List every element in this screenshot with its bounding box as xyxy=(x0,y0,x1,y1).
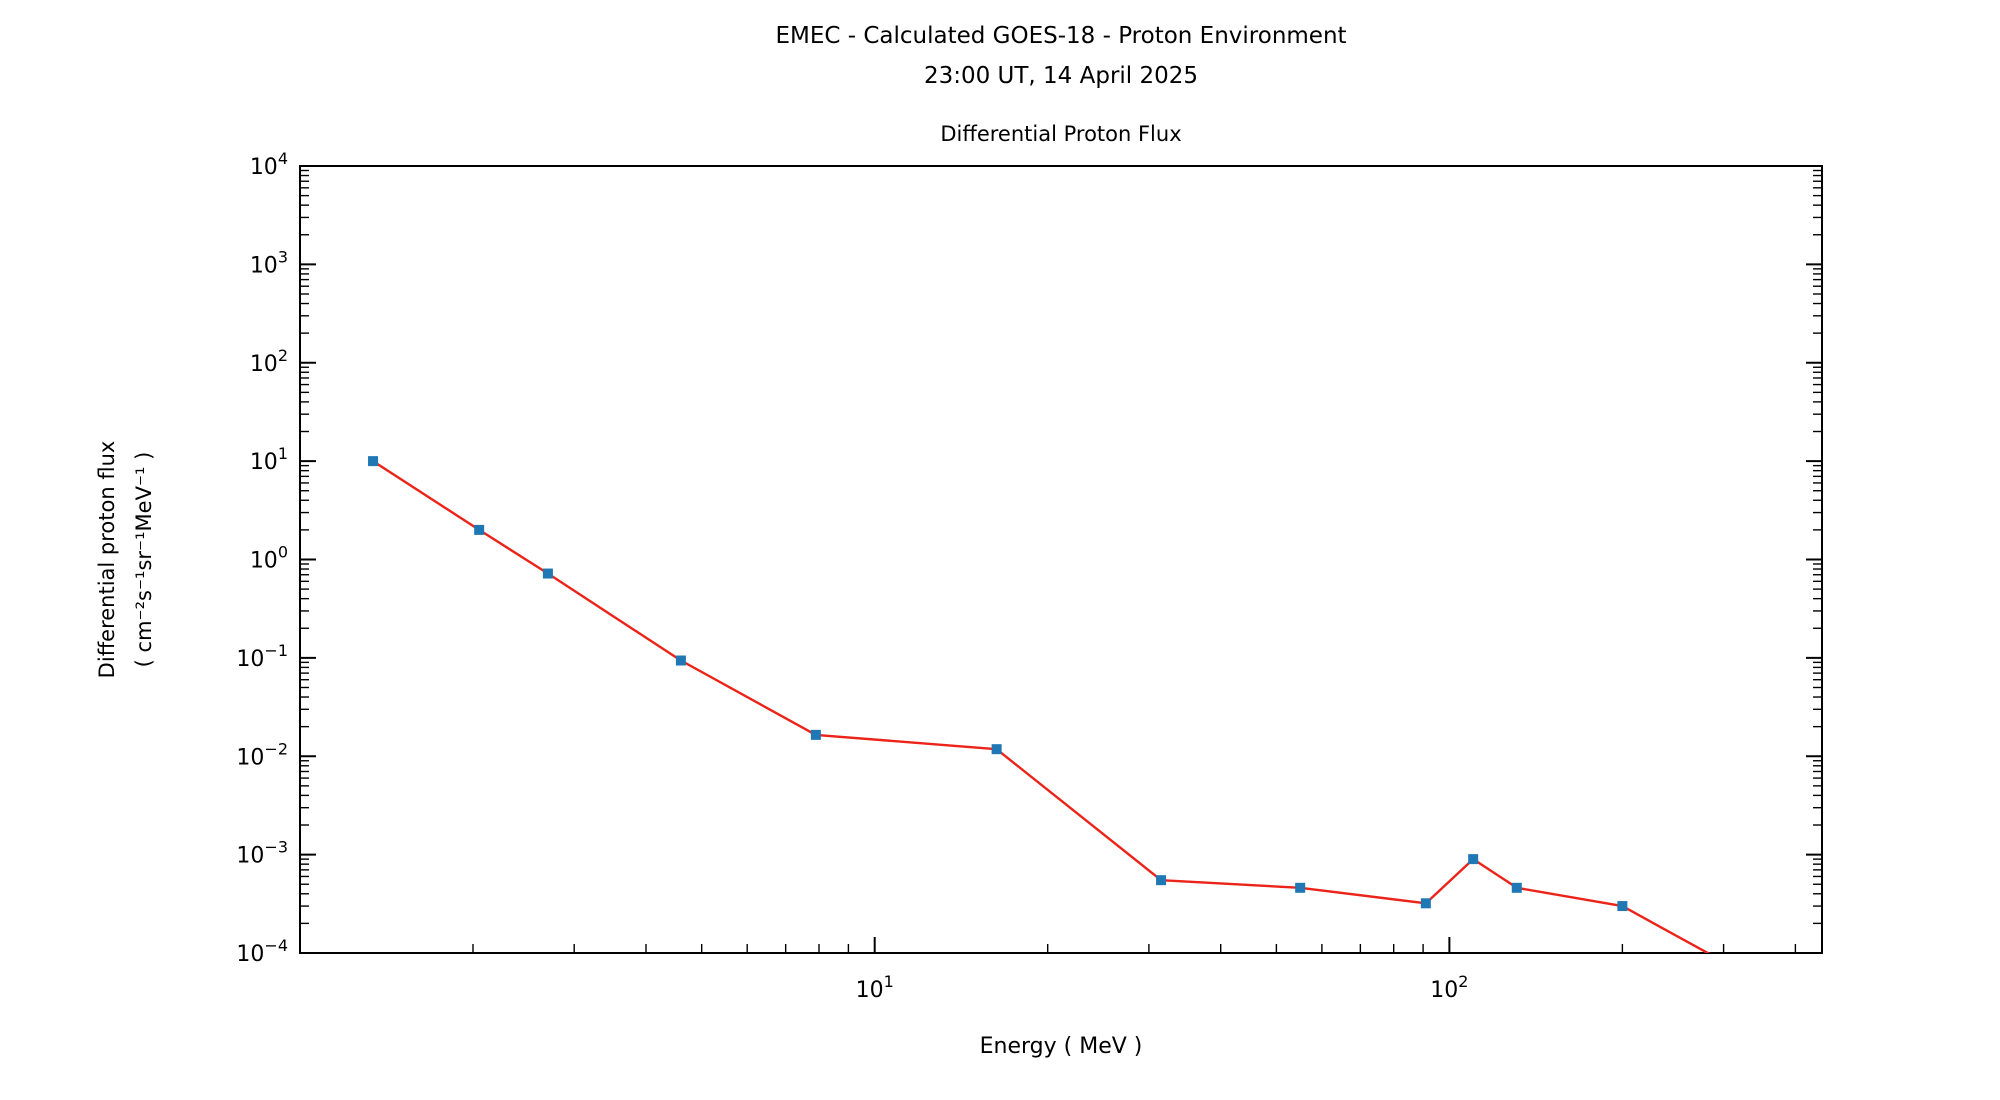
flux-line xyxy=(372,460,1711,953)
x-tick-label: 102 xyxy=(1430,972,1468,1003)
data-point-marker xyxy=(542,568,553,579)
data-point-marker xyxy=(1156,875,1167,886)
data-point-markers xyxy=(368,456,1628,912)
y-tick-label: 102 xyxy=(250,346,288,377)
tick-labels: 104 103 102 101 100 10−1 10−2 10−3 10−4 101 102 xyxy=(236,149,1468,1003)
chart-subtitle: Differential Proton Flux xyxy=(940,122,1182,146)
data-point-marker xyxy=(675,655,686,666)
data-point-marker xyxy=(1617,901,1628,912)
chart-header: EMEC - Calculated GOES-18 - Proton Envir… xyxy=(300,16,1822,96)
y-axis-label-line2: ( cm⁻²s⁻¹sr⁻¹MeV⁻¹ ) xyxy=(132,452,156,668)
data-point-marker xyxy=(1420,898,1431,909)
chart-title-line2: 23:00 UT, 14 April 2025 xyxy=(923,63,1199,89)
data-point-marker xyxy=(1468,854,1479,865)
data-point-marker xyxy=(1295,882,1306,893)
x-tick-label: 101 xyxy=(856,972,894,1003)
data-point-marker xyxy=(1511,882,1522,893)
y-tick-label: 10−3 xyxy=(236,838,288,869)
y-tick-label: 10−2 xyxy=(236,739,288,770)
y-tick-label: 104 xyxy=(250,149,288,180)
data-point-marker xyxy=(368,456,379,467)
major-ticks xyxy=(300,165,1822,954)
y-tick-label: 10−4 xyxy=(236,936,288,967)
data-point-marker xyxy=(810,729,821,740)
plot-border xyxy=(299,165,1823,954)
data-point-marker xyxy=(991,744,1002,755)
y-tick-label: 10−1 xyxy=(236,641,288,672)
y-axis-label-line1: Differential proton flux xyxy=(95,441,119,679)
data-point-marker xyxy=(474,524,485,535)
x-axis-label: Energy ( MeV ) xyxy=(979,1034,1143,1059)
y-tick-label: 101 xyxy=(250,444,288,475)
y-tick-label: 103 xyxy=(250,247,288,278)
chart-title-line1: EMEC - Calculated GOES-18 - Proton Envir… xyxy=(775,23,1347,49)
minor-ticks xyxy=(300,169,1822,953)
y-tick-label: 100 xyxy=(250,543,288,574)
